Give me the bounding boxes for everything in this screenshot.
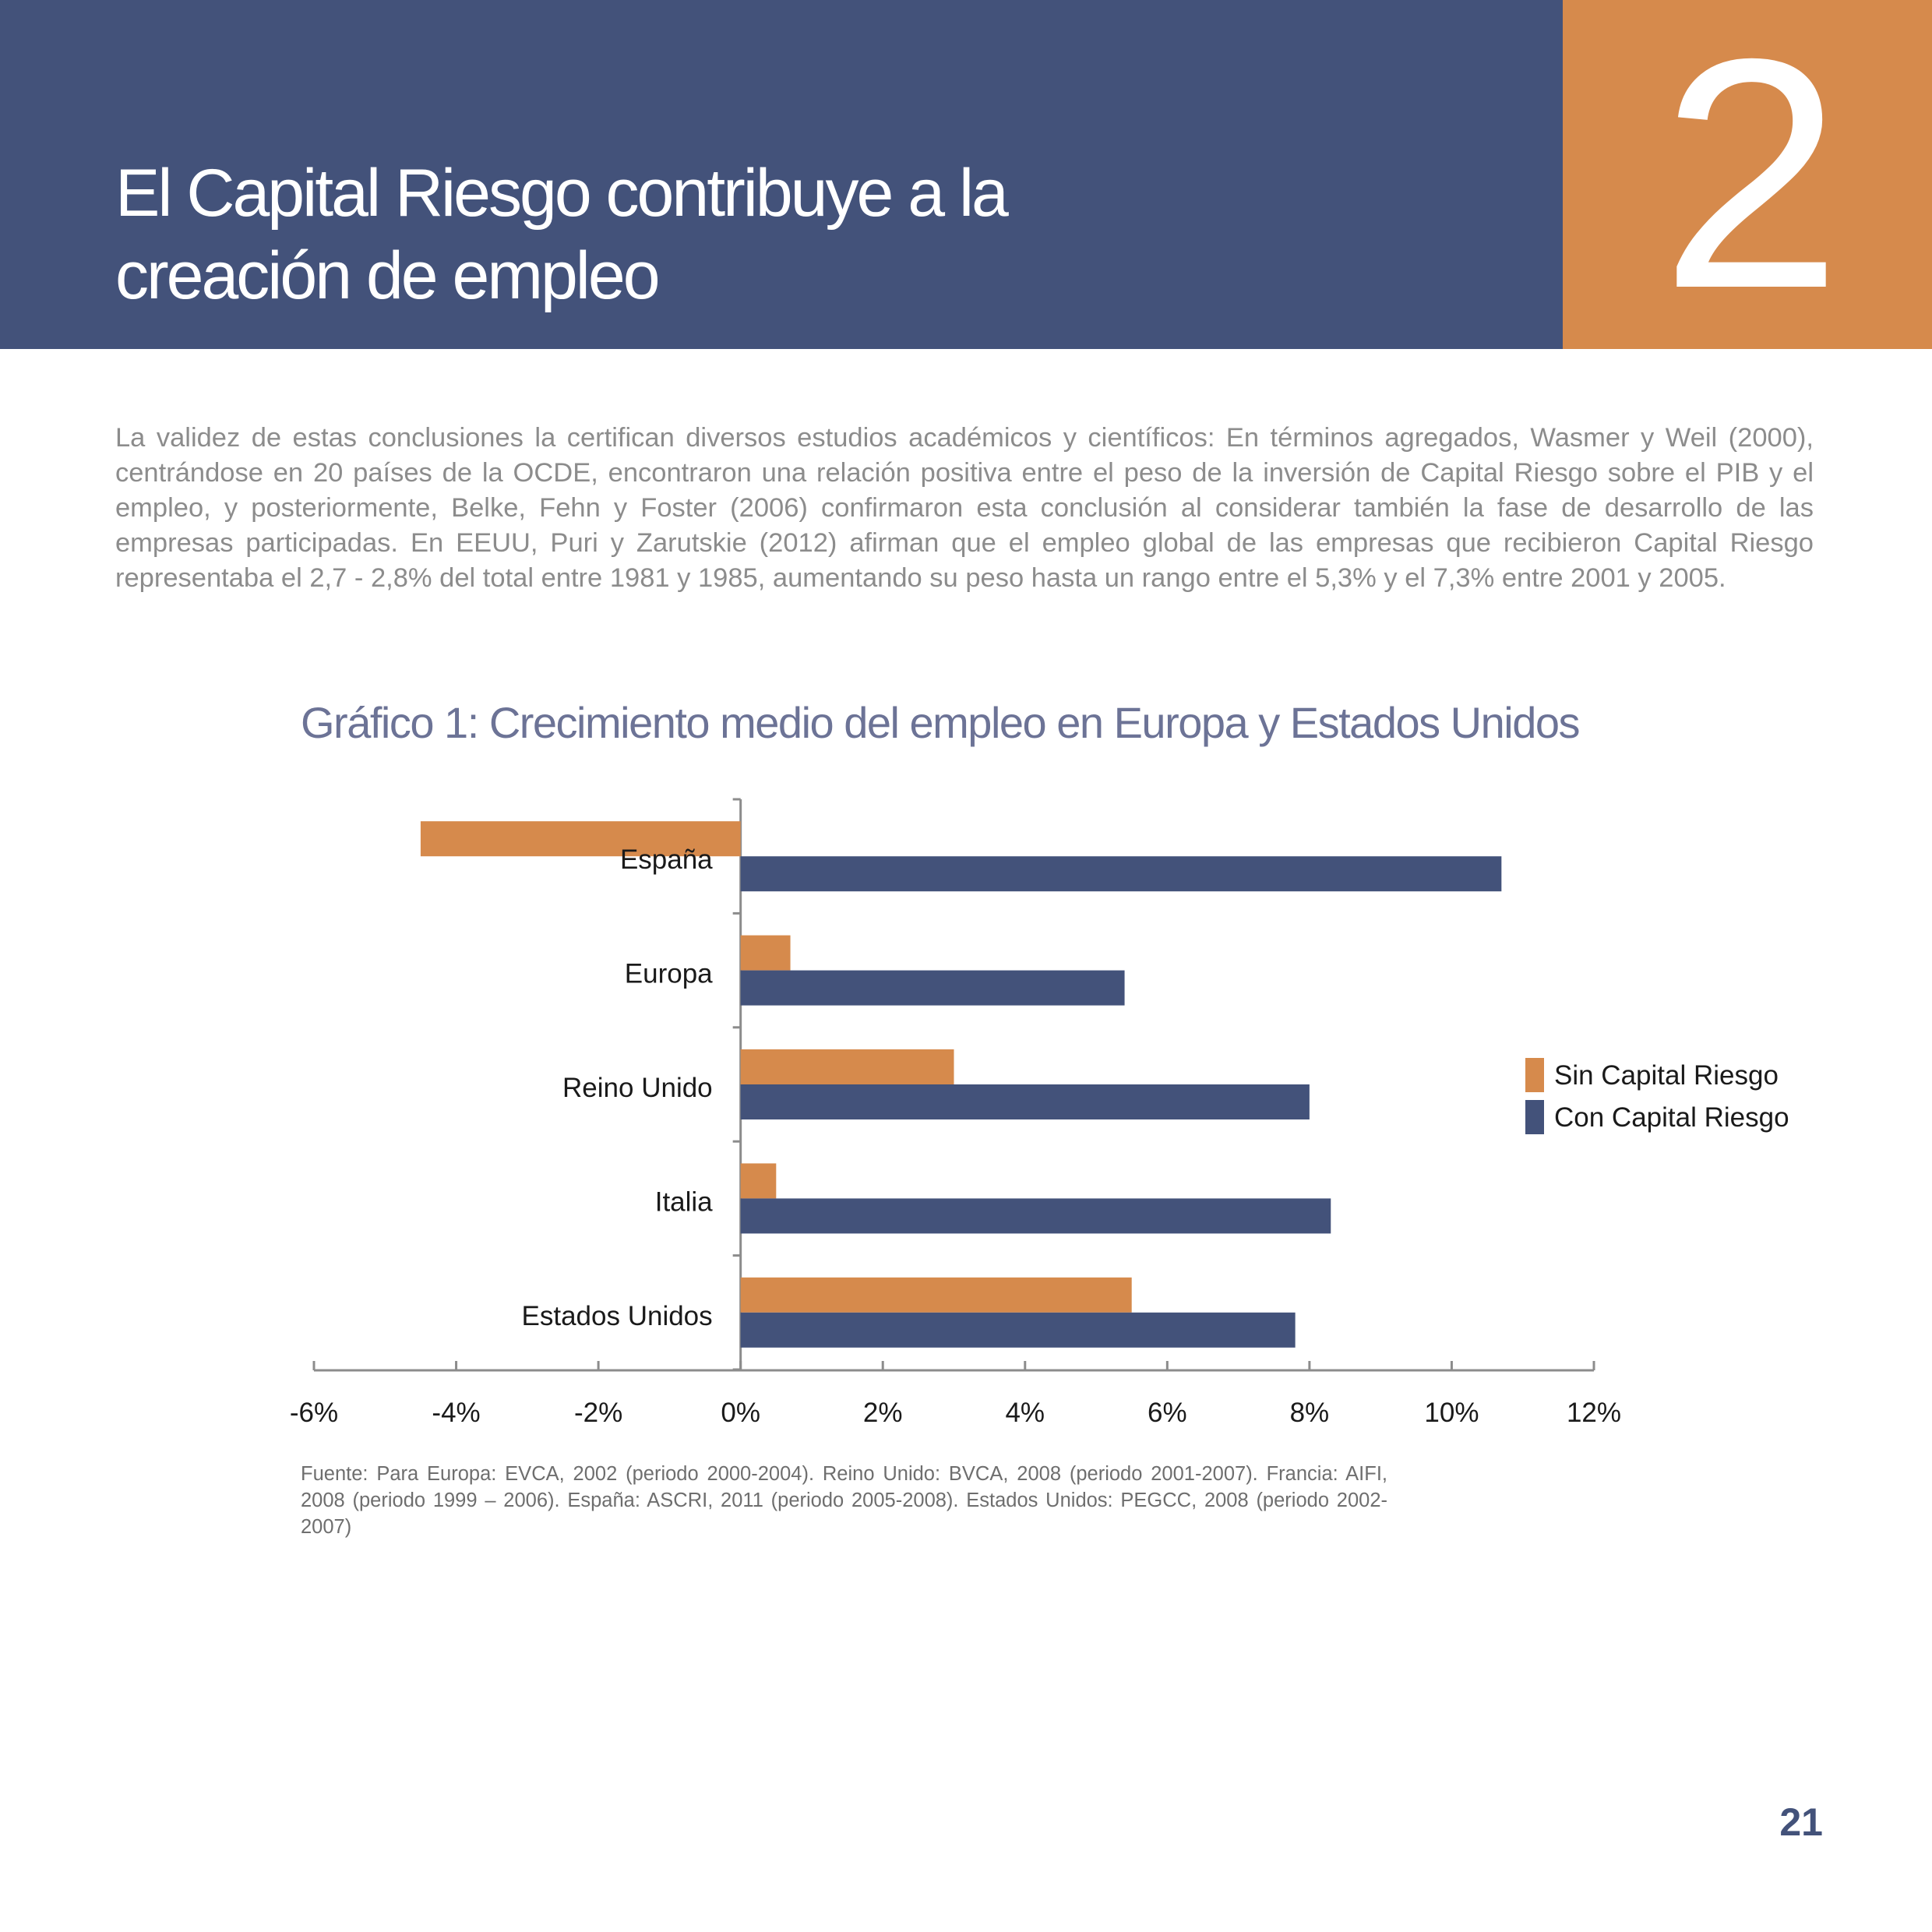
bar-con-capital-riesgo (740, 970, 1125, 1006)
x-tick-label: 12% (1567, 1398, 1621, 1428)
x-tick-label: 0% (721, 1398, 760, 1428)
source-note: Fuente: Para Europa: EVCA, 2002 (periodo… (301, 1463, 1387, 1538)
x-tick-label: -6% (290, 1398, 338, 1428)
page-title-line-1: El Capital Riesgo contribuye a la (115, 156, 1009, 231)
bar-con-capital-riesgo (740, 856, 1502, 892)
x-tick-label: -4% (432, 1398, 480, 1428)
x-tick-label: 2% (863, 1398, 903, 1428)
page-number: 21 (1779, 1800, 1823, 1844)
chapter-number: 2 (1660, 0, 1842, 357)
header-band: El Capital Riesgo contribuye a la creaci… (0, 0, 1563, 349)
chart-title: Gráfico 1: Crecimiento medio del empleo … (301, 698, 1581, 747)
bar-con-capital-riesgo (740, 1312, 1296, 1348)
category-label: Europa (625, 959, 713, 989)
bar-con-capital-riesgo (740, 1198, 1331, 1234)
x-tick-label: 10% (1424, 1398, 1479, 1428)
category-label: Reino Unido (562, 1073, 713, 1103)
category-label: Estados Unidos (522, 1301, 713, 1331)
bar-sin-capital-riesgo (740, 935, 791, 971)
legend-swatch (1525, 1100, 1544, 1134)
x-tick-label: -2% (574, 1398, 622, 1428)
bar-con-capital-riesgo (740, 1084, 1310, 1119)
bar-sin-capital-riesgo (420, 821, 741, 857)
x-tick-label: 4% (1005, 1398, 1045, 1428)
legend-label: Con Capital Riesgo (1554, 1102, 1789, 1133)
employment-growth-chart: España Europa Reino Unido Italia Estados Uni… (290, 798, 1789, 1428)
legend-label: Sin Capital Riesgo (1554, 1060, 1779, 1091)
bar-sin-capital-riesgo (740, 1049, 954, 1084)
x-tick-label: 8% (1290, 1398, 1330, 1428)
bar-sin-capital-riesgo (740, 1163, 777, 1199)
category-label: Italia (655, 1186, 713, 1217)
page-title-line-2: creación de empleo (115, 238, 661, 313)
legend-swatch (1525, 1058, 1544, 1092)
chapter-box: 2 (1563, 0, 1932, 349)
category-label: España (620, 844, 713, 875)
bar-sin-capital-riesgo (740, 1277, 1132, 1313)
x-tick-label: 6% (1148, 1398, 1187, 1428)
body-paragraph: La validez de estas conclusiones la cert… (115, 423, 1814, 593)
page-title: El Capital Riesgo contribuye a la creaci… (115, 152, 1518, 317)
